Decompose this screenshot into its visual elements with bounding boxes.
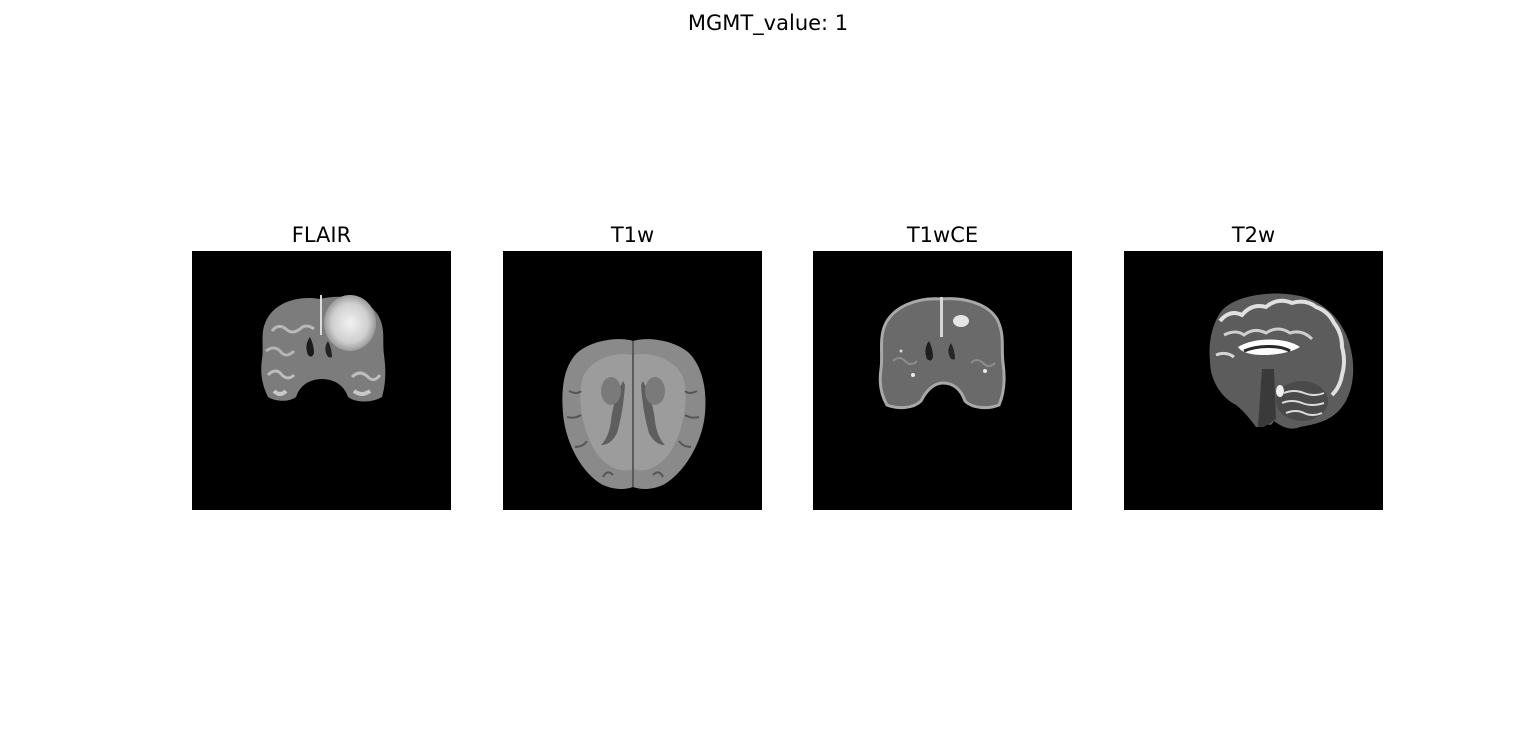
panel-t2w: T2w — [1124, 222, 1383, 510]
panel-t1w: T1w — [503, 222, 762, 510]
t1w-mri-image — [503, 251, 762, 510]
flair-mri-image — [192, 251, 451, 510]
panel-flair: FLAIR — [192, 222, 451, 510]
t2w-mri-image — [1124, 251, 1383, 510]
panel-title-t1w: T1w — [610, 223, 655, 247]
panel-t1wce: T1wCE — [813, 222, 1072, 510]
t1wce-mri-image — [813, 251, 1072, 510]
panel-title-flair: FLAIR — [291, 223, 352, 247]
panel-title-t2w: T2w — [1231, 223, 1276, 247]
figure-title: MGMT_value: 1 — [687, 11, 849, 35]
panel-title-t1wce: T1wCE — [906, 223, 979, 247]
